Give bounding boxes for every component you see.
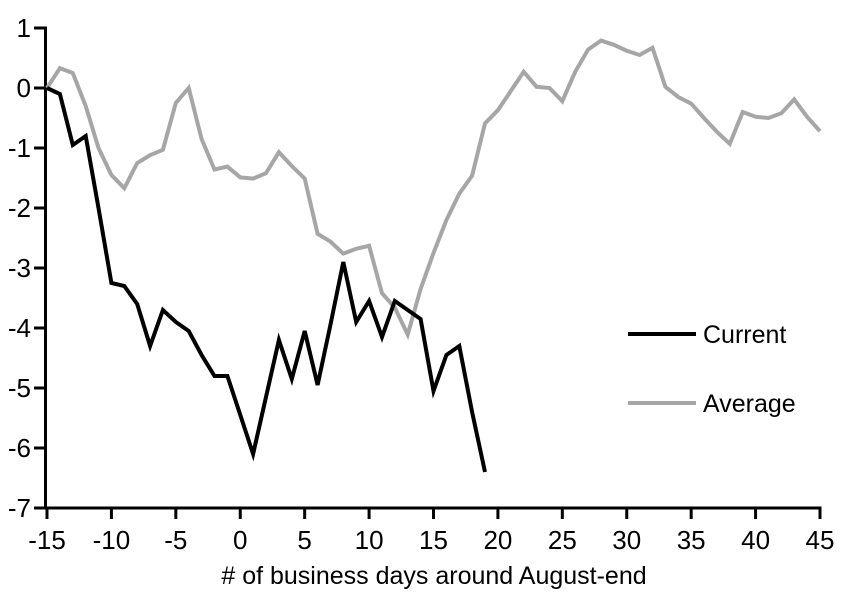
x-tick-label: 35 bbox=[677, 525, 706, 555]
y-tick-label: -4 bbox=[8, 313, 31, 343]
x-tick-label: -10 bbox=[93, 525, 131, 555]
legend-average-label: Average bbox=[703, 390, 796, 418]
y-tick-label: -7 bbox=[8, 493, 31, 523]
x-tick-label: 20 bbox=[483, 525, 512, 555]
x-tick-label: 0 bbox=[233, 525, 247, 555]
x-tick-label: 25 bbox=[548, 525, 577, 555]
plot-area: 10-1-2-3-4-5-6-7-15 -10 -5 0 5 10 15 20 25 30 35 40… bbox=[8, 13, 835, 555]
y-tick-label: -5 bbox=[8, 373, 31, 403]
y-tick-label: -1 bbox=[8, 133, 31, 163]
y-tick-label: -3 bbox=[8, 253, 31, 283]
x-tick-label: 40 bbox=[741, 525, 770, 555]
x-tick-label: 15 bbox=[419, 525, 448, 555]
x-tick-label: 45 bbox=[806, 525, 835, 555]
x-tick-label: 5 bbox=[297, 525, 311, 555]
y-tick-label: 1 bbox=[17, 13, 31, 43]
x-tick-label: 30 bbox=[612, 525, 641, 555]
x-tick-label: -5 bbox=[164, 525, 187, 555]
y-tick-label: -2 bbox=[8, 193, 31, 223]
legend: Current Average bbox=[628, 321, 796, 418]
x-tick-label: -15 bbox=[28, 525, 66, 555]
y-tick-label: 0 bbox=[17, 73, 31, 103]
current-line bbox=[46, 86, 487, 473]
x-axis-title: # of business days around August-end bbox=[221, 562, 646, 590]
y-tick-label: -6 bbox=[8, 433, 31, 463]
average-line bbox=[45, 38, 822, 341]
x-tick-label: 10 bbox=[355, 525, 384, 555]
legend-current-label: Current bbox=[703, 321, 786, 349]
